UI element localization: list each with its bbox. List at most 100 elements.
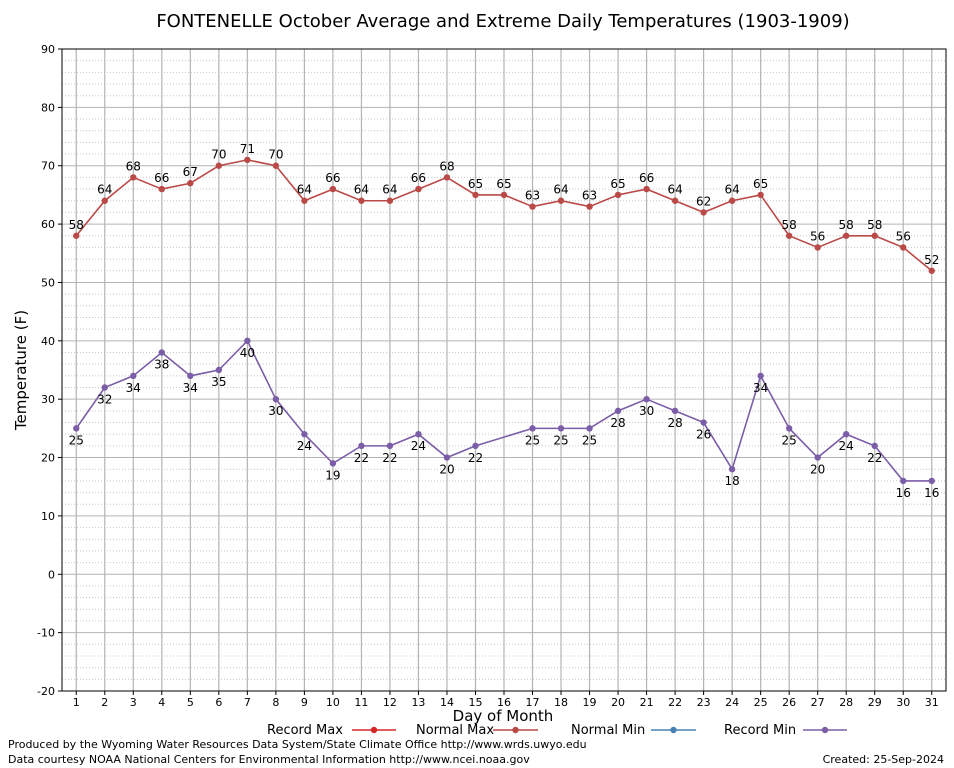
record-min-data-label: 30 [639,404,654,418]
normal-max-data-label: 64 [724,183,739,197]
normal-max-data-label: 64 [382,183,397,197]
record-min-data-label: 20 [810,463,825,477]
record-min-point [472,442,479,450]
normal-max-point [215,162,223,169]
x-axis-label: Day of Month [453,707,554,725]
record-min-point [73,425,80,432]
legend-marker-normal-min [670,726,677,734]
record-min-point [757,372,764,380]
normal-max-data-label: 65 [468,177,483,191]
x-tick-label: 3 [130,696,137,709]
record-min-data-label: 25 [582,433,597,447]
record-min-data-label: 28 [667,416,682,430]
x-tick-label: 4 [158,696,165,709]
record-min-point [785,425,793,432]
record-min-point [529,425,536,432]
record-min-data-label: 19 [325,468,340,482]
record-min-point [871,442,878,450]
x-tick-label: 13 [411,696,425,709]
normal-max-data-label: 70 [268,148,283,162]
record-min-point [728,466,736,473]
normal-max-point [557,197,565,204]
record-min-data-label: 38 [154,357,169,371]
x-tick-label: 2 [101,696,108,709]
normal-max-point [158,185,166,193]
normal-max-data-label: 70 [211,148,226,162]
legend-label-record-min: Record Min [724,723,796,738]
normal-max-point [187,180,194,187]
normal-max-data-label: 62 [696,194,711,208]
record-min-data-label: 34 [753,381,768,395]
x-tick-label: 22 [668,696,682,709]
normal-max-point [757,191,764,199]
record-min-point [187,372,194,380]
x-tick-label: 29 [868,696,882,709]
x-tick-label: 20 [611,696,625,709]
normal-max-point [386,197,394,204]
x-tick-label: 12 [383,696,397,709]
x-tick-label: 11 [354,696,368,709]
normal-max-point [814,244,821,251]
y-tick-label: 70 [41,160,55,173]
record-min-data-label: 22 [382,451,397,465]
normal-max-point [301,197,308,204]
normal-max-point [101,197,108,204]
normal-max-data-label: 68 [439,159,454,173]
normal-max-data-label: 56 [896,229,911,243]
normal-max-point [586,203,593,210]
record-min-point [443,454,451,461]
record-min-data-label: 30 [268,404,283,418]
normal-max-data-label: 66 [639,171,654,185]
footer-created: Created: 25-Sep-2024 [822,753,944,766]
normal-max-point [272,162,280,169]
record-min-point [900,477,907,485]
record-min-data-label: 20 [439,463,454,477]
x-tick-label: 17 [526,696,540,709]
normal-max-point [529,203,536,210]
normal-max-data-label: 64 [97,183,112,197]
x-tick-label: 19 [583,696,597,709]
record-min-data-label: 34 [126,381,141,395]
record-min-data-label: 25 [69,433,84,447]
normal-max-data-label: 64 [553,183,568,197]
y-tick-label: 20 [41,452,55,465]
normal-max-data-label: 65 [496,177,511,191]
record-min-point [586,425,593,432]
legend-label-normal-max: Normal Max [416,723,494,738]
normal-max-point [415,185,422,193]
record-min-data-label: 24 [839,439,854,453]
normal-max-point [329,185,337,193]
record-min-data-label: 22 [354,451,369,465]
y-tick-label: 30 [41,393,55,406]
chart-title: FONTENELLE October Average and Extreme D… [156,11,849,32]
normal-max-point [871,232,878,239]
normal-max-data-label: 67 [183,165,198,179]
normal-max-data-label: 66 [411,171,426,185]
record-min-point [415,431,422,438]
plot-grid [62,48,946,692]
normal-max-data-label: 58 [69,218,84,232]
record-min-data-label: 22 [468,451,483,465]
x-tick-label: 10 [326,696,340,709]
normal-max-point [73,232,80,239]
x-tick-label: 1 [73,696,80,709]
normal-max-point [244,156,251,164]
y-tick-label: 40 [41,335,55,348]
record-min-data-label: 16 [896,486,911,500]
normal-max-point [643,185,650,193]
x-tick-label: 21 [640,696,654,709]
record-min-point [643,395,650,403]
x-tick-label: 24 [725,696,739,709]
record-min-data-label: 16 [924,486,939,500]
normal-max-point [358,197,365,204]
normal-max-data-label: 64 [297,183,312,197]
normal-max-data-label: 66 [325,171,340,185]
x-tick-label: 27 [811,696,825,709]
y-tick-label: 10 [41,510,55,523]
y-axis-label: Temperature (F) [12,310,30,431]
x-tick-label: 14 [440,696,454,709]
normal-max-data-label: 68 [126,159,141,173]
record-min-point [244,337,251,345]
legend: Record Max Normal Max Normal Min Record Min [267,723,847,738]
normal-max-data-label: 58 [867,218,882,232]
